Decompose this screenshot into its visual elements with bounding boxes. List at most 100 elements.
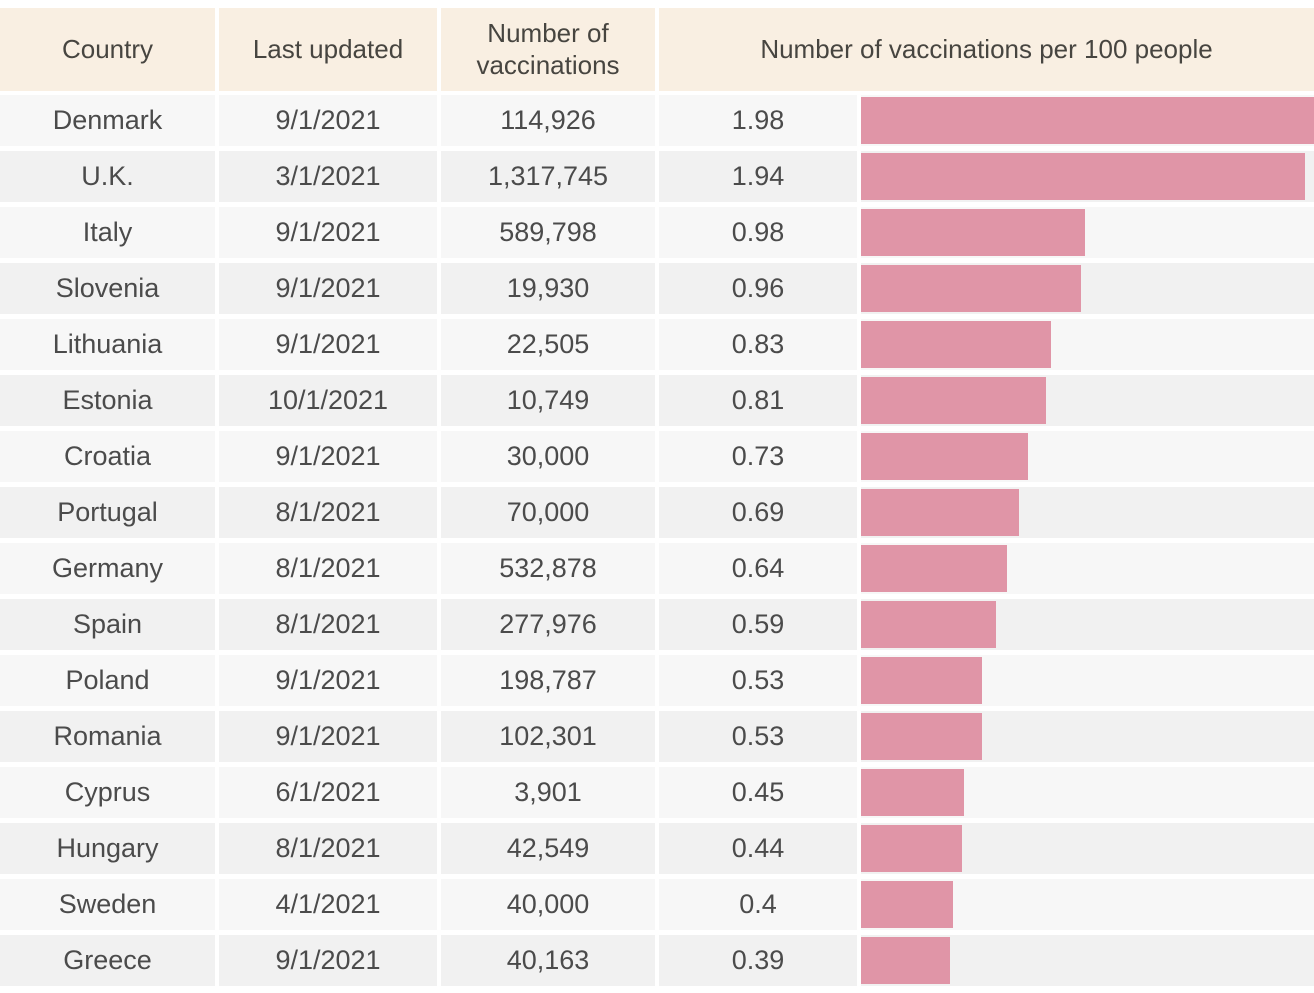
country-cell: Romania [0,711,219,767]
column-header-country: Country [0,8,219,95]
per-100-value-cell: 0.4 [659,879,861,935]
country-cell: Estonia [0,375,219,431]
last-updated-cell: 9/1/2021 [219,95,441,151]
country-cell: Cyprus [0,767,219,823]
last-updated-cell: 8/1/2021 [219,487,441,543]
last-updated-cell: 6/1/2021 [219,767,441,823]
vaccinations-cell: 1,317,745 [441,151,659,207]
bar-cell [861,879,1314,935]
bar-cell [861,319,1314,375]
per-100-bar [861,601,996,648]
table-row: Italy 9/1/2021 589,798 0.98 [0,207,1314,263]
table-row: Cyprus 6/1/2021 3,901 0.45 [0,767,1314,823]
bar-cell [861,711,1314,767]
per-100-bar [861,769,964,816]
table-row: Greece 9/1/2021 40,163 0.39 [0,935,1314,991]
per-100-value-cell: 0.81 [659,375,861,431]
bar-cell [861,487,1314,543]
per-100-bar [861,825,962,872]
vaccinations-cell: 22,505 [441,319,659,375]
last-updated-cell: 9/1/2021 [219,655,441,711]
vaccinations-cell: 42,549 [441,823,659,879]
table-row: Croatia 9/1/2021 30,000 0.73 [0,431,1314,487]
vaccinations-cell: 102,301 [441,711,659,767]
per-100-value-cell: 0.98 [659,207,861,263]
per-100-value-cell: 0.59 [659,599,861,655]
vaccinations-cell: 70,000 [441,487,659,543]
per-100-bar [861,153,1305,200]
last-updated-cell: 9/1/2021 [219,431,441,487]
country-cell: Lithuania [0,319,219,375]
table-row: Portugal 8/1/2021 70,000 0.69 [0,487,1314,543]
bar-cell [861,935,1314,991]
per-100-value-cell: 0.45 [659,767,861,823]
last-updated-cell: 10/1/2021 [219,375,441,431]
per-100-value-cell: 1.98 [659,95,861,151]
vaccinations-cell: 40,000 [441,879,659,935]
table-row: Denmark 9/1/2021 114,926 1.98 [0,95,1314,151]
vaccinations-cell: 19,930 [441,263,659,319]
column-header-last-updated: Last updated [219,8,441,95]
table-row: Lithuania 9/1/2021 22,505 0.83 [0,319,1314,375]
table-row: Estonia 10/1/2021 10,749 0.81 [0,375,1314,431]
table-row: Germany 8/1/2021 532,878 0.64 [0,543,1314,599]
per-100-bar [861,377,1047,424]
bar-cell [861,543,1314,599]
vaccinations-cell: 10,749 [441,375,659,431]
country-cell: Denmark [0,95,219,151]
country-cell: Greece [0,935,219,991]
vaccinations-cell: 589,798 [441,207,659,263]
bar-cell [861,431,1314,487]
table-row: Romania 9/1/2021 102,301 0.53 [0,711,1314,767]
country-cell: Slovenia [0,263,219,319]
column-header-per-100: Number of vaccinations per 100 people [659,8,1314,95]
per-100-value-cell: 0.64 [659,543,861,599]
table-row: U.K. 3/1/2021 1,317,745 1.94 [0,151,1314,207]
last-updated-cell: 9/1/2021 [219,711,441,767]
country-cell: Italy [0,207,219,263]
vaccinations-cell: 114,926 [441,95,659,151]
per-100-bar [861,937,951,984]
table-header: Country Last updated Number of vaccinati… [0,8,1314,95]
per-100-value-cell: 0.83 [659,319,861,375]
vaccinations-cell: 3,901 [441,767,659,823]
country-cell: Germany [0,543,219,599]
last-updated-cell: 8/1/2021 [219,543,441,599]
bar-cell [861,263,1314,319]
per-100-bar [861,881,953,928]
vaccinations-cell: 198,787 [441,655,659,711]
vaccinations-table: Country Last updated Number of vaccinati… [0,8,1314,991]
table-row: Spain 8/1/2021 277,976 0.59 [0,599,1314,655]
per-100-bar [861,657,983,704]
country-cell: Hungary [0,823,219,879]
per-100-bar [861,545,1008,592]
per-100-value-cell: 0.39 [659,935,861,991]
table-body: Denmark 9/1/2021 114,926 1.98 U.K. 3/1/2… [0,95,1314,991]
per-100-value-cell: 0.69 [659,487,861,543]
vaccinations-cell: 532,878 [441,543,659,599]
per-100-value-cell: 0.73 [659,431,861,487]
column-header-vaccinations: Number of vaccinations [441,8,659,95]
last-updated-cell: 3/1/2021 [219,151,441,207]
per-100-bar [861,265,1081,312]
bar-cell [861,767,1314,823]
header-row: Country Last updated Number of vaccinati… [0,8,1314,95]
bar-cell [861,823,1314,879]
country-cell: Spain [0,599,219,655]
country-cell: U.K. [0,151,219,207]
bar-cell [861,375,1314,431]
last-updated-cell: 4/1/2021 [219,879,441,935]
country-cell: Sweden [0,879,219,935]
vaccinations-cell: 40,163 [441,935,659,991]
bar-cell [861,655,1314,711]
last-updated-cell: 9/1/2021 [219,935,441,991]
country-cell: Poland [0,655,219,711]
per-100-value-cell: 0.96 [659,263,861,319]
per-100-value-cell: 0.44 [659,823,861,879]
vaccinations-cell: 30,000 [441,431,659,487]
bar-cell [861,599,1314,655]
per-100-bar [861,97,1314,144]
table-row: Poland 9/1/2021 198,787 0.53 [0,655,1314,711]
bar-cell [861,207,1314,263]
table-row: Slovenia 9/1/2021 19,930 0.96 [0,263,1314,319]
